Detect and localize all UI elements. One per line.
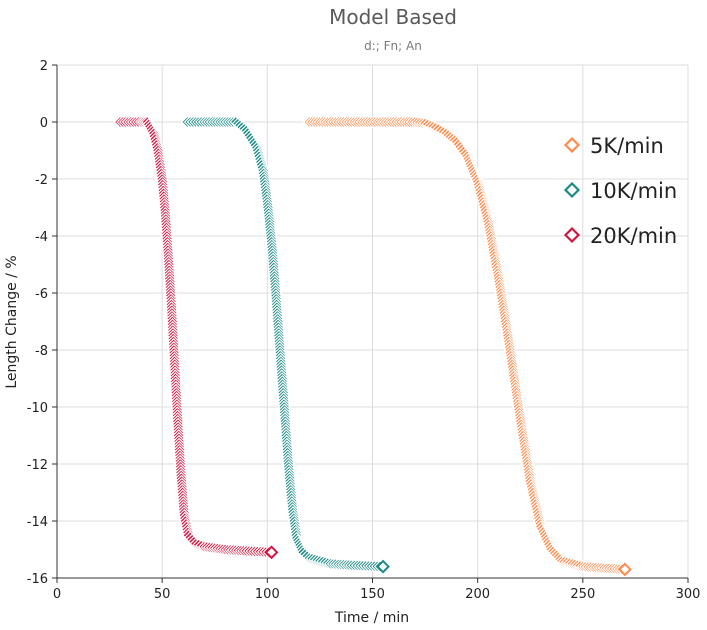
- x-tick-label: 0: [53, 587, 61, 602]
- x-tick-label: 150: [360, 587, 385, 602]
- x-axis-label: Time / min: [334, 610, 409, 626]
- y-tick-label: -4: [35, 230, 48, 245]
- legend-label: 20K/min: [590, 224, 677, 248]
- series-0: [303, 115, 632, 577]
- tick-labels: 0 50 100 150 200 250 300 2 0 -2 -4 -6 -8 -10 -12 -14 -16: [27, 59, 701, 602]
- grid: [57, 64, 689, 578]
- series-1: [181, 115, 390, 574]
- x-tick-label: 250: [570, 587, 595, 602]
- y-tick-label: -14: [27, 515, 48, 530]
- x-tick-label: 50: [154, 587, 171, 602]
- data-point: [376, 559, 390, 574]
- x-tick-label: 200: [465, 587, 490, 602]
- y-tick-label: -8: [35, 344, 48, 359]
- x-tick-label: 100: [255, 587, 280, 602]
- y-tick-label: -12: [27, 458, 48, 473]
- y-tick-label: -10: [27, 401, 48, 416]
- y-axis-label: Length Change / %: [4, 255, 20, 388]
- data-point: [264, 545, 279, 560]
- x-tick-label: 300: [676, 587, 701, 602]
- legend-label: 5K/min: [590, 134, 664, 158]
- legend: 5K/min 10K/min 20K/min: [563, 134, 677, 248]
- legend-marker: [563, 226, 581, 244]
- chart-subtitle: d:; Fn; An: [364, 39, 422, 53]
- legend-marker: [563, 181, 581, 199]
- axes: [52, 64, 689, 583]
- y-tick-label: -16: [27, 572, 48, 587]
- chart-title: Model Based: [329, 5, 457, 29]
- y-tick-label: 2: [40, 59, 48, 74]
- y-tick-label: -2: [35, 173, 48, 188]
- legend-label: 10K/min: [590, 179, 677, 203]
- y-tick-label: -6: [35, 287, 48, 302]
- y-tick-label: 0: [40, 116, 48, 131]
- data-series: [113, 115, 632, 577]
- data-point: [617, 562, 632, 577]
- legend-marker: [563, 136, 581, 154]
- series-2: [113, 115, 279, 560]
